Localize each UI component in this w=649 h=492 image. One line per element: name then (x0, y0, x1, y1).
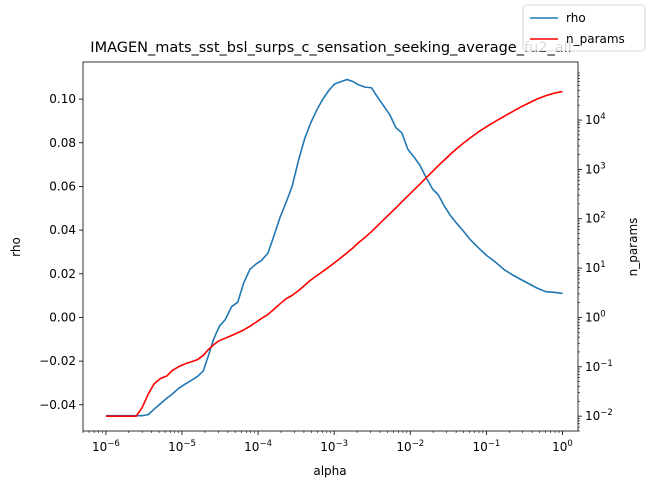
y2-tick-label: 10−1 (585, 359, 613, 374)
x-tick-label: 10−4 (244, 439, 272, 454)
y2-tick-label: 101 (585, 260, 606, 275)
legend: rho n_params (522, 4, 646, 52)
legend-label: rho (566, 11, 586, 25)
x-axis-label: alpha (313, 464, 346, 478)
y-tick-label: −0.04 (39, 398, 76, 412)
y-axis-right: 10−2 10−1 100 101 102 103 104 (578, 72, 613, 432)
y-tick-label: 0.10 (49, 92, 76, 106)
y2-tick-label: 100 (585, 309, 606, 324)
y-axis-label: rho (9, 237, 23, 257)
chart-title: IMAGEN_mats_sst_bsl_surps_c_sensation_se… (90, 40, 571, 56)
y-tick-label: 0.08 (49, 136, 76, 150)
y2-tick-label: 10−2 (585, 408, 613, 423)
x-tick-label: 10−3 (320, 439, 348, 454)
y2-tick-label: 104 (585, 112, 606, 127)
y2-tick-label: 103 (585, 161, 606, 176)
x-tick-label: 100 (552, 439, 573, 454)
series-layer (105, 78, 563, 417)
y2-tick-label: 102 (585, 211, 606, 226)
series-line-n-params (105, 90, 563, 417)
y-tick-label: 0.06 (49, 179, 76, 193)
y-tick-label: 0.04 (49, 223, 76, 237)
y-tick-label: 0.00 (49, 310, 76, 324)
x-tick-label: 10−1 (472, 439, 500, 454)
x-tick-label: 10−6 (92, 439, 120, 454)
y-axis-left: −0.04 −0.02 0.00 0.02 0.04 0.06 0.08 0.10 (39, 92, 83, 412)
series-line-rho (105, 78, 563, 417)
y-tick-label: 0.02 (49, 267, 76, 281)
x-tick-label: 10−5 (168, 439, 196, 454)
y2-axis-label: n_params (626, 218, 640, 277)
x-axis: 10−6 10−5 10−4 10−3 10−2 10−1 100 (82, 431, 573, 454)
legend-label: n_params (566, 32, 625, 46)
x-tick-label: 10−2 (396, 439, 424, 454)
y-tick-label: −0.02 (39, 354, 76, 368)
